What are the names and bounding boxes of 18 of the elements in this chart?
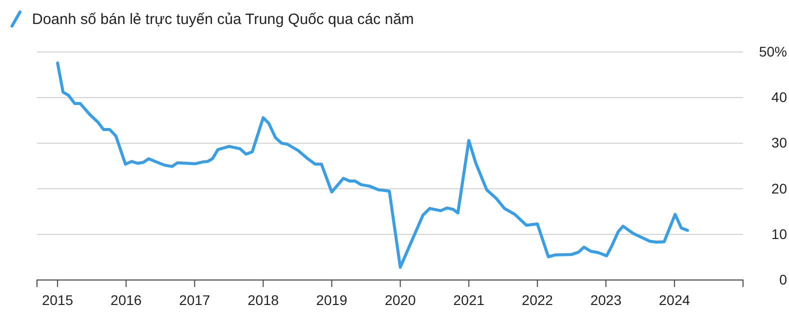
y-tick-label: 40 xyxy=(771,89,788,106)
x-tick-label: 2015 xyxy=(42,292,74,308)
x-tick-label: 2024 xyxy=(658,292,690,308)
x-tick-label: 2020 xyxy=(384,292,416,308)
x-tick-label: 2021 xyxy=(453,292,485,308)
y-tick-label: 0 xyxy=(779,271,788,288)
x-tick-label: 2023 xyxy=(590,292,622,308)
y-tick-label: 20 xyxy=(771,180,788,196)
x-tick-label: 2019 xyxy=(316,292,348,308)
x-tick-label: 2017 xyxy=(179,292,210,308)
y-tick-label: 30 xyxy=(771,134,788,151)
x-tick-label: 2018 xyxy=(248,292,279,308)
y-tick-label: 10 xyxy=(771,226,788,242)
x-tick-label: 2016 xyxy=(110,292,142,308)
legend-label: Doanh số bán lẻ trực tuyến của Trung Quốc qua các năm xyxy=(32,11,414,28)
line-series xyxy=(56,61,689,269)
x-tick-label: 2022 xyxy=(522,292,554,308)
y-tick-label: 50% xyxy=(758,43,787,60)
